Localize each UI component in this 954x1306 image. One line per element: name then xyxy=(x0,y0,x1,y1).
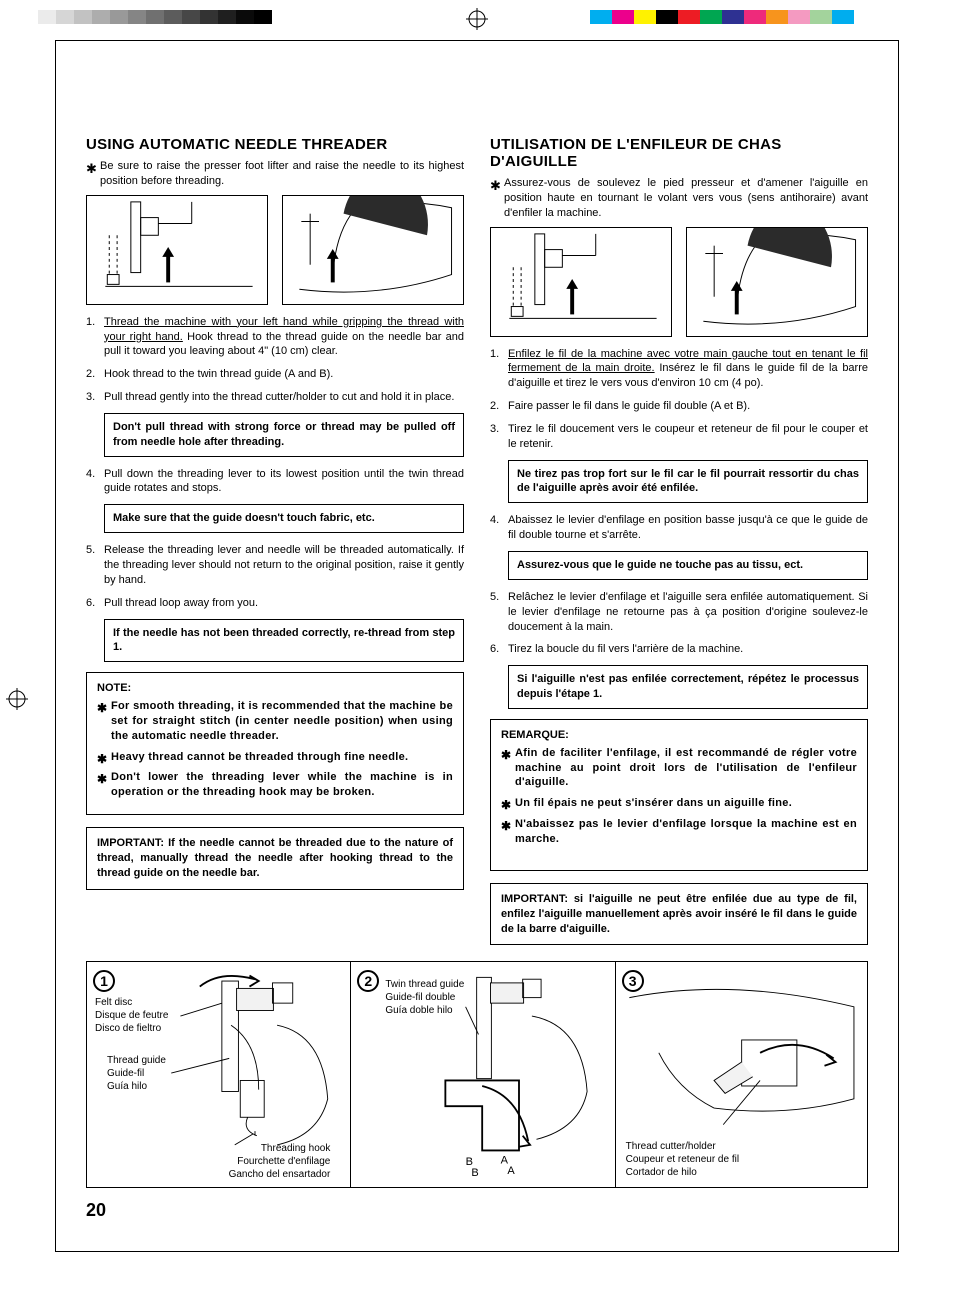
step-2: Hook thread to the twin thread guide (A … xyxy=(86,367,464,382)
label-thread-guide: Thread guide Guide-fil Guía hilo xyxy=(107,1054,166,1093)
intro-text: Assurez-vous de soulevez le pied presseu… xyxy=(504,177,868,219)
callout-en-2: Make sure that the guide doesn't touch f… xyxy=(104,504,464,533)
step-3: Tirez le fil doucement vers le coupeur e… xyxy=(490,422,868,452)
diagram-en-2 xyxy=(282,195,464,305)
bottom-diagram-row: 1 Felt disc Disque de feutre Disco de fi… xyxy=(86,961,868,1188)
diagram-fr-1 xyxy=(490,227,672,337)
note-box-en: NOTE: ✱For smooth threading, it is recom… xyxy=(86,672,464,815)
callout-en-3: If the needle has not been threaded corr… xyxy=(104,619,464,663)
column-english: USING AUTOMATIC NEEDLE THREADER ✱ Be sur… xyxy=(86,136,464,945)
circle-number: 1 xyxy=(93,970,115,992)
note-heading: REMARQUE: xyxy=(501,728,857,743)
page-frame: USING AUTOMATIC NEEDLE THREADER ✱ Be sur… xyxy=(55,40,899,1252)
color-swatches xyxy=(590,10,854,24)
page-number: 20 xyxy=(86,1200,868,1221)
steps-fr-5-6: Relâchez le levier d'enfilage et l'aigui… xyxy=(490,590,868,657)
two-column-layout: USING AUTOMATIC NEEDLE THREADER ✱ Be sur… xyxy=(86,136,868,945)
important-box-fr: IMPORTANT: si l'aiguille ne peut être en… xyxy=(490,883,868,946)
label-B: B xyxy=(471,1167,478,1179)
grayscale-swatches xyxy=(20,10,272,24)
step-4: Abaissez le levier d'enfilage en positio… xyxy=(490,513,868,543)
star-icon: ✱ xyxy=(97,700,107,716)
steps-en-5-6: Release the threading lever and needle w… xyxy=(86,543,464,610)
intro-fr: ✱ Assurez-vous de soulevez le pied press… xyxy=(490,176,868,221)
star-icon: ✱ xyxy=(501,818,511,834)
note-item: ✱Afin de faciliter l'enfilage, il est re… xyxy=(501,746,857,791)
step-4: Pull down the threading lever to its low… xyxy=(86,467,464,497)
heading-fr: UTILISATION DE L'ENFILEUR DE CHAS D'AIGU… xyxy=(490,136,868,170)
important-box-en: IMPORTANT: If the needle cannot be threa… xyxy=(86,827,464,890)
top-diagrams-en xyxy=(86,195,464,305)
label-felt-disc: Felt disc Disque de feutre Disco de fiel… xyxy=(95,996,168,1035)
intro-text: Be sure to raise the presser foot lifter… xyxy=(100,160,464,187)
step-3: Pull thread gently into the thread cutte… xyxy=(86,390,464,405)
star-icon: ✱ xyxy=(490,177,501,195)
callout-fr-1: Ne tirez pas trop fort sur le fil car le… xyxy=(508,460,868,504)
star-icon: ✱ xyxy=(97,771,107,787)
step-6: Pull thread loop away from you. xyxy=(86,596,464,611)
callout-fr-2: Assurez-vous que le guide ne touche pas … xyxy=(508,551,868,580)
steps-en-1-3: Thread the machine with your left hand w… xyxy=(86,315,464,405)
star-icon: ✱ xyxy=(501,797,511,813)
callout-en-1: Don't pull thread with strong force or t… xyxy=(104,413,464,457)
step-1: Enfilez le fil de la machine avec votre … xyxy=(490,347,868,392)
note-heading: NOTE: xyxy=(97,681,453,696)
note-item: ✱N'abaissez pas le levier d'enfilage lor… xyxy=(501,817,857,847)
column-french: UTILISATION DE L'ENFILEUR DE CHAS D'AIGU… xyxy=(490,136,868,945)
label-A: A xyxy=(507,1165,514,1177)
registration-mark-left xyxy=(6,688,28,710)
label-threading-hook: Threading hook Fourchette d'enfilage Gan… xyxy=(229,1142,331,1181)
heading-en: USING AUTOMATIC NEEDLE THREADER xyxy=(86,136,464,153)
star-icon: ✱ xyxy=(86,160,97,178)
top-diagrams-fr xyxy=(490,227,868,337)
diagram-en-1 xyxy=(86,195,268,305)
note-item: ✱Heavy thread cannot be threaded through… xyxy=(97,750,453,765)
star-icon: ✱ xyxy=(501,747,511,763)
note-item: ✱Don't lower the threading lever while t… xyxy=(97,770,453,800)
step-6: Tirez la boucle du fil vers l'arrière de… xyxy=(490,642,868,657)
steps-fr-1-3: Enfilez le fil de la machine avec votre … xyxy=(490,347,868,452)
steps-fr-4: Abaissez le levier d'enfilage en positio… xyxy=(490,513,868,543)
callout-fr-3: Si l'aiguille n'est pas enfilée correcte… xyxy=(508,665,868,709)
bottom-diagram-1: 1 Felt disc Disque de feutre Disco de fi… xyxy=(87,962,338,1187)
bottom-diagram-3: 3 Thread cutter/holder Coupeur et retene… xyxy=(615,962,867,1187)
print-registration-marks xyxy=(0,0,954,40)
step-5: Release the threading lever and needle w… xyxy=(86,543,464,588)
step-1: Thread the machine with your left hand w… xyxy=(86,315,464,360)
circle-number: 3 xyxy=(622,970,644,992)
circle-number: 2 xyxy=(357,970,379,992)
steps-en-4: Pull down the threading lever to its low… xyxy=(86,467,464,497)
note-box-fr: REMARQUE: ✱Afin de faciliter l'enfilage,… xyxy=(490,719,868,871)
star-icon: ✱ xyxy=(97,751,107,767)
intro-en: ✱ Be sure to raise the presser foot lift… xyxy=(86,159,464,189)
registration-mark-top xyxy=(466,8,488,30)
diagram-fr-2 xyxy=(686,227,868,337)
step-5: Relâchez le levier d'enfilage et l'aigui… xyxy=(490,590,868,635)
step-2: Faire passer le fil dans le guide fil do… xyxy=(490,399,868,414)
note-item: ✱For smooth threading, it is recommended… xyxy=(97,699,453,744)
label-twin-guide: Twin thread guide Guide-fil double Guía … xyxy=(385,978,464,1017)
label-thread-cutter: Thread cutter/holder Coupeur et reteneur… xyxy=(626,1140,739,1179)
bottom-diagram-2: 2 Twin thread guide Guide-fil double Guí… xyxy=(350,962,602,1187)
note-item: ✱Un fil épais ne peut s'insérer dans un … xyxy=(501,796,857,811)
